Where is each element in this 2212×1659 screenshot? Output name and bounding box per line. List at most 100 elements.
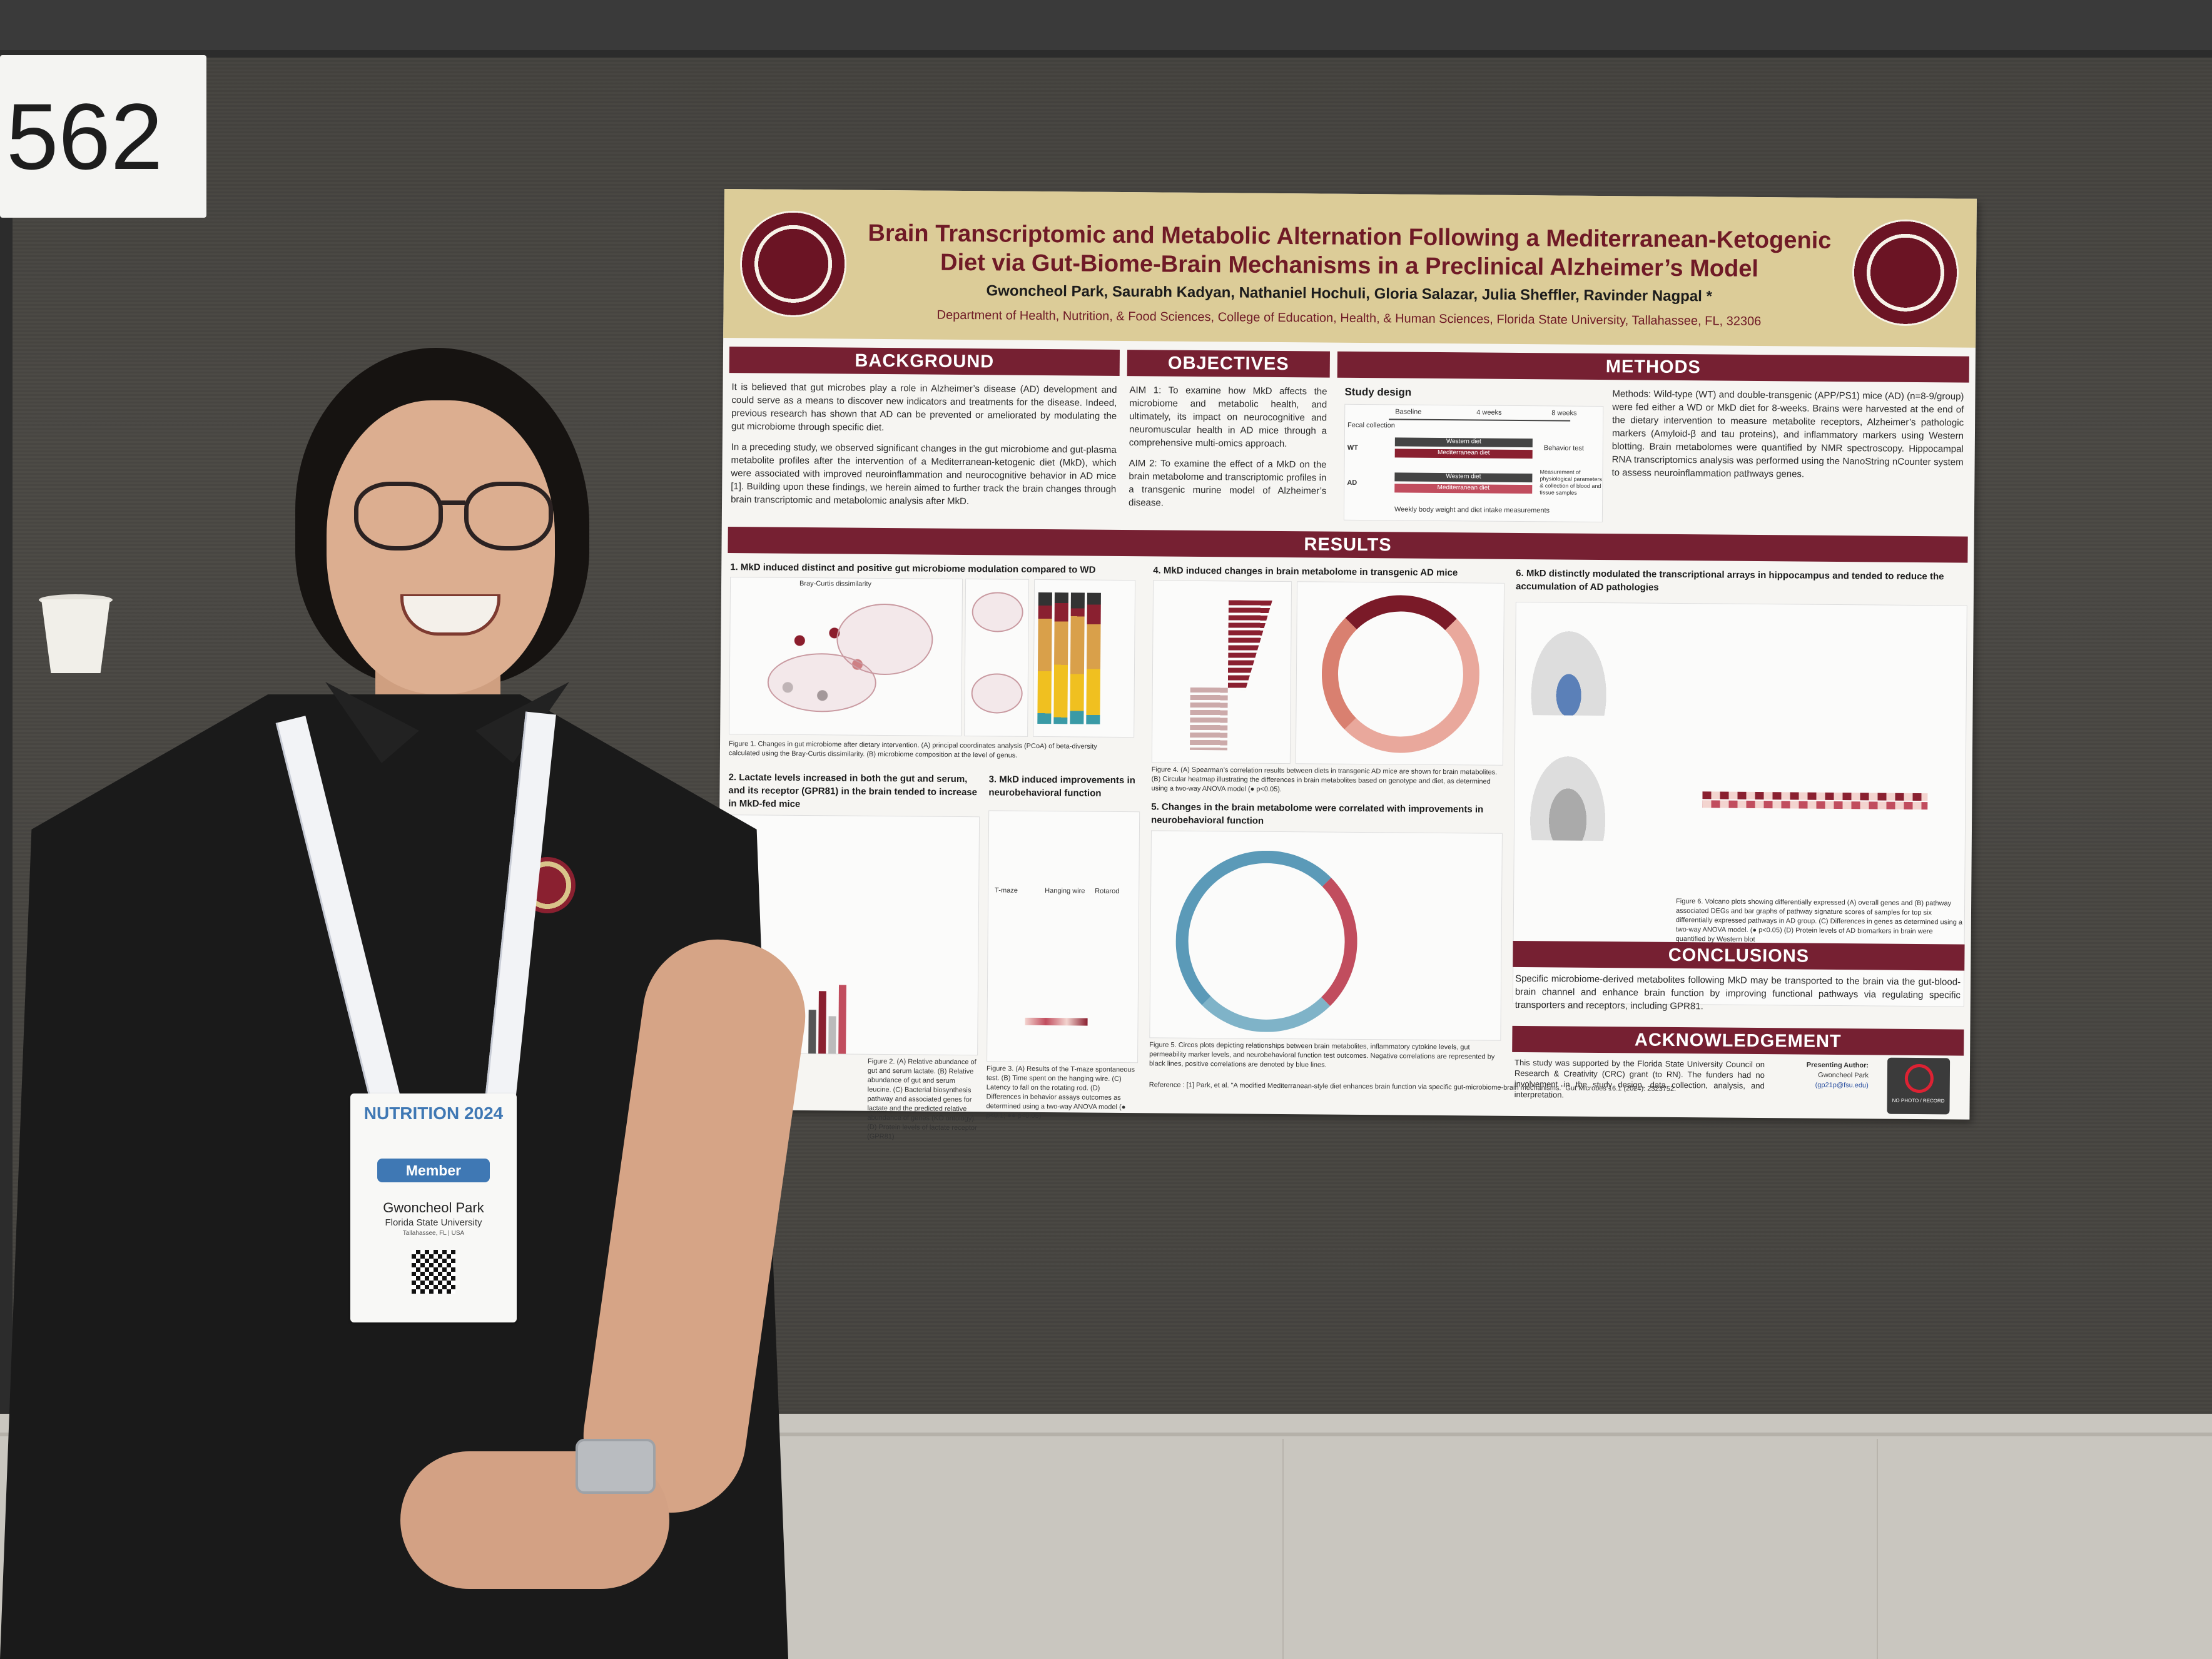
badge-event-title: NUTRITION 2024 (363, 1103, 504, 1123)
result-4-heading: 4. MkD induced changes in brain metabolo… (1153, 565, 1458, 579)
cluster-ellipse (971, 673, 1023, 714)
circos-ring (1175, 850, 1358, 1033)
cluster-ellipse (972, 592, 1023, 632)
rotarod-label: Rotarod (1095, 887, 1120, 895)
stacked-bar (1037, 592, 1052, 724)
figure-2-caption: Figure 2. (A) Relative abundance of gut … (867, 1057, 977, 1141)
badge-name: Gwoncheol Park (383, 1200, 484, 1215)
conclusions-text: Specific microbiome-derived metabolites … (1514, 973, 1961, 1012)
tmaze-label: T-maze (995, 886, 1018, 895)
badge-organization: Florida State University (385, 1217, 482, 1228)
circular-heatmap (1295, 581, 1505, 766)
neurobehavior-charts: T-maze Hanging wire Rotarod (987, 810, 1140, 1063)
group-ad-label: AD (1347, 479, 1357, 487)
result-6-heading: 6. MkD distinctly modulated the transcri… (1515, 567, 1944, 593)
figure-4-caption: Figure 4. (A) Spearman’s correlation res… (1151, 766, 1498, 794)
figure-6-caption: Figure 6. Volcano plots showing differen… (1675, 897, 1963, 943)
timeline-4-weeks: 4 weeks (1476, 408, 1502, 417)
presenting-author-email[interactable]: (gp21p@fsu.edu) (1815, 1081, 1869, 1090)
glasses-bridge (438, 500, 465, 505)
objective-aim-1: AIM 1: To examine how MkD affects the mi… (1129, 385, 1327, 450)
qr-code-icon (412, 1250, 455, 1294)
weekly-measurement-label: Weekly body weight and diet intake measu… (1394, 505, 1550, 515)
circular-heatmap-ring (1321, 594, 1480, 754)
pcoa-plot: Bray-Curtis dissimilarity (729, 577, 963, 737)
hanging-wire-label: Hanging wire (1045, 887, 1085, 895)
positive-bars (1227, 600, 1272, 751)
diet-bar-mediterranean-ad: Mediterranean diet (1394, 484, 1533, 494)
background-text: It is believed that gut microbes play a … (731, 380, 1117, 517)
methods-header: METHODS (1337, 351, 1969, 383)
result-2-heading: 2. Lactate levels increased in both the … (728, 772, 978, 809)
floor-tile-seam (1877, 1439, 1878, 1659)
research-poster: Brain Transcriptomic and Metabolic Alter… (717, 189, 1977, 1140)
metabolite-correlation-bars (1151, 580, 1292, 764)
circos-plot (1149, 830, 1503, 1041)
floor-tile-seam (1282, 1439, 1284, 1659)
volcano-plot (1521, 615, 1616, 716)
bar (808, 1010, 816, 1054)
bar (818, 991, 826, 1054)
objective-aim-2: AIM 2: To examine the effect of a MkD on… (1129, 458, 1327, 509)
genus-composition-stacked-bars (1033, 579, 1136, 738)
heatmap-row (1702, 791, 1928, 801)
fsu-seal-logo-icon (739, 210, 847, 318)
no-photo-icon: NO PHOTO / RECORD (1887, 1057, 1951, 1115)
result-1-heading: 1. MkD induced distinct and positive gut… (730, 562, 1096, 576)
methods-text: Methods: Wild-type (WT) and double-trans… (1611, 388, 1964, 480)
wristwatch-icon (576, 1439, 656, 1494)
bar (828, 1016, 836, 1054)
timeline-axis (1389, 419, 1571, 422)
volcano-plot (1520, 740, 1616, 841)
figure-3-caption: Figure 3. (A) Results of the T-maze spon… (986, 1065, 1135, 1120)
behavior-test-label: Behavior test (1543, 444, 1585, 452)
background-header: BACKGROUND (729, 347, 1120, 376)
objectives-text: AIM 1: To examine how MkD affects the mi… (1129, 383, 1327, 518)
name-badge: NUTRITION 2024 Member Gwoncheol Park Flo… (350, 1093, 517, 1322)
group-wt-label: WT (1347, 444, 1358, 452)
background-paragraph-2: In a preceding study, we observed signif… (731, 442, 1117, 507)
result-5-heading: 5. Changes in the brain metabolome were … (1151, 801, 1484, 826)
stacked-bar (1070, 592, 1085, 724)
diet-bar-western-wt: Western diet (1394, 437, 1533, 448)
badge-role: Member (377, 1159, 490, 1182)
diet-bar-mediterranean-wt: Mediterranean diet (1394, 449, 1533, 459)
board-number-sign: 562 (0, 55, 206, 218)
cluster-ellipse (767, 652, 877, 713)
stacked-bar (1053, 592, 1068, 724)
acknowledgement-header: ACKNOWLEDGEMENT (1512, 1025, 1964, 1056)
badge-location: Tallahassee, FL | USA (402, 1230, 465, 1237)
measurement-label: Measurement of physiological parameters … (1540, 469, 1603, 496)
result-3-heading: 3. MkD induced improvements in neurobeha… (988, 774, 1135, 799)
stacked-bar (1086, 592, 1101, 724)
heatmap-row (1025, 1017, 1088, 1026)
negative-bars (1189, 687, 1228, 751)
floor-edge (0, 1433, 2212, 1436)
diet-bar-western-ad: Western diet (1394, 472, 1533, 483)
pcoa-subgroup-plots (964, 579, 1030, 737)
heatmap-row (1702, 800, 1928, 810)
ceiling-wall (0, 0, 2212, 50)
poster-title: Brain Transcriptomic and Metabolic Alter… (868, 220, 1832, 282)
acknowledgement-text: This study was supported by the Florida … (1514, 1057, 1765, 1100)
fsu-seal-logo-icon (1852, 219, 1959, 327)
study-design-label: Study design (1344, 385, 1412, 398)
glasses-right-lens (464, 482, 553, 550)
pcoa-title: Bray-Curtis dissimilarity (799, 579, 871, 588)
study-design-diagram: Baseline 4 weeks 8 weeks Fecal collectio… (1343, 403, 1604, 523)
prohibited-camera-icon (1904, 1063, 1934, 1093)
background-paragraph-1: It is believed that gut microbes play a … (731, 382, 1117, 434)
figure-5-caption: Figure 5. Circos plots depicting relatio… (1149, 1041, 1495, 1069)
timeline-baseline: Baseline (1395, 408, 1422, 416)
conclusions-header: CONCLUSIONS (1513, 940, 1965, 971)
presenting-author-label: Presenting Author: (1806, 1061, 1869, 1070)
results-header: RESULTS (728, 527, 1968, 563)
fecal-collection-label: Fecal collection (1347, 421, 1395, 430)
objectives-header: OBJECTIVES (1127, 350, 1330, 378)
no-photo-label: NO PHOTO / RECORD (1892, 1097, 1945, 1104)
paper-cup (41, 599, 110, 673)
figure-1-caption: Figure 1. Changes in gut microbiome afte… (728, 740, 1097, 759)
glasses-left-lens (354, 482, 443, 550)
bar (838, 985, 847, 1054)
